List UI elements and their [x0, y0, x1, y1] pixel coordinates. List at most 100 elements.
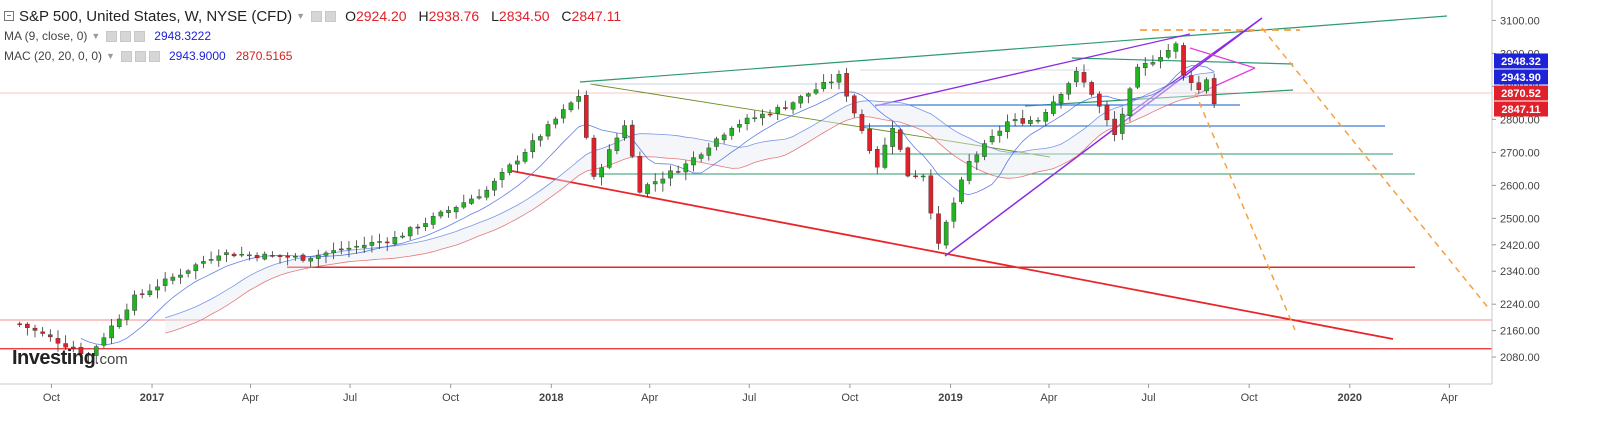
candle-body [254, 255, 260, 259]
candle-body [622, 125, 627, 139]
price-tag-label: 2943.90 [1501, 72, 1541, 84]
candle-body [515, 160, 520, 165]
collapse-icon[interactable] [4, 11, 14, 21]
candle-body [86, 354, 91, 356]
candle-body [629, 124, 635, 157]
candle-body [545, 124, 551, 137]
candle-body [783, 107, 788, 109]
candle-body [308, 258, 313, 262]
time-tick-label: Oct [841, 392, 858, 404]
candle-body [469, 198, 474, 204]
candle-body [93, 346, 99, 356]
candle-body [247, 254, 252, 257]
candle-body [905, 147, 911, 177]
candle-body [775, 107, 781, 114]
red-trendline [511, 170, 1394, 340]
chevron-down-icon[interactable]: ▼ [91, 31, 101, 41]
candle-body [798, 96, 803, 104]
candle-body [476, 196, 482, 199]
candle-body [1066, 83, 1071, 95]
candle-body [813, 89, 819, 94]
candle-body [675, 171, 681, 173]
candle-body [361, 244, 367, 248]
candle-body [170, 276, 176, 281]
olive-trendline [589, 83, 1051, 158]
ma-line [80, 65, 1215, 346]
candle-body [936, 213, 941, 244]
candle-body [530, 140, 536, 153]
time-tick-label: 2018 [539, 392, 563, 404]
close-icon[interactable] [134, 30, 146, 42]
candle-body [1012, 119, 1018, 122]
candle-body [1097, 93, 1102, 107]
time-tick-label: Apr [1040, 392, 1057, 404]
candle-body [897, 129, 903, 150]
price-tag-label: 2948.32 [1501, 56, 1541, 68]
candle-body [606, 149, 612, 168]
candle-body [660, 178, 666, 184]
candle-body [943, 221, 949, 246]
candle-body [1165, 50, 1171, 58]
close-icon[interactable] [148, 50, 160, 62]
candle-body [652, 181, 658, 185]
candle-body [729, 128, 735, 136]
visibility-icon[interactable] [120, 50, 132, 62]
price-tag [1494, 101, 1548, 117]
time-tick-label: Jul [742, 392, 756, 404]
candle-body [737, 124, 742, 128]
candle-body [285, 255, 290, 258]
candle-body [928, 175, 934, 214]
candle-body [216, 255, 222, 261]
visibility-icon[interactable] [325, 10, 337, 22]
mac-label: MAC (20, 20, 0, 0) [4, 49, 103, 63]
candle-body [116, 318, 122, 327]
candle-body [201, 261, 206, 264]
candle-body [132, 294, 137, 311]
candle-body [561, 109, 566, 119]
candle-body [377, 241, 382, 243]
candle-body [1020, 118, 1026, 124]
magenta-wedge-upper [1189, 47, 1256, 69]
candle-body [920, 175, 926, 178]
candle-body [193, 264, 199, 272]
candle-body [1112, 118, 1117, 135]
candle-body [224, 252, 229, 255]
candle-body [829, 81, 834, 84]
candle-body [714, 138, 719, 147]
candle-body [767, 113, 773, 116]
candle-body [882, 144, 888, 168]
candle-body [316, 254, 321, 259]
visibility-icon[interactable] [106, 30, 118, 42]
chevron-down-icon[interactable]: ▼ [106, 51, 115, 61]
candle-body [338, 248, 344, 251]
time-tick-label: Apr [641, 392, 658, 404]
legend-mac-row: MAC (20, 20, 0, 0) ▼ 2943.9000 2870.5165 [4, 46, 629, 66]
candle-body [484, 189, 490, 198]
candle-body [1181, 45, 1186, 76]
candle-body [982, 143, 987, 157]
candle-body [691, 157, 696, 166]
price-tick-label: 2240.00 [1500, 299, 1540, 311]
candle-body [1119, 113, 1125, 134]
candle-body [989, 135, 995, 143]
settings-icon[interactable] [120, 30, 132, 42]
candle-body [867, 128, 872, 151]
chevron-down-icon[interactable]: ▼ [296, 11, 306, 21]
settings-icon[interactable] [134, 50, 146, 62]
price-tick-label: 3100.00 [1500, 15, 1540, 27]
candle-body [492, 180, 497, 191]
purple-upper-line [874, 33, 1191, 107]
time-tick-label: Oct [43, 392, 60, 404]
candle-body [262, 253, 268, 260]
legend-main-row: S&P 500, United States, W, NYSE (CFD) ▼ … [4, 6, 629, 26]
legend-ma-row: MA (9, close, 0) ▼ 2948.3222 [4, 26, 629, 46]
candle-body [744, 117, 750, 124]
candle-body [1035, 120, 1041, 122]
time-tick-label: 2020 [1338, 392, 1362, 404]
candle-body [836, 74, 842, 83]
time-tick-label: 2017 [140, 392, 164, 404]
candle-body [974, 154, 980, 163]
settings-icon[interactable] [311, 10, 323, 22]
mac-lower-value: 2870.5165 [235, 49, 293, 63]
